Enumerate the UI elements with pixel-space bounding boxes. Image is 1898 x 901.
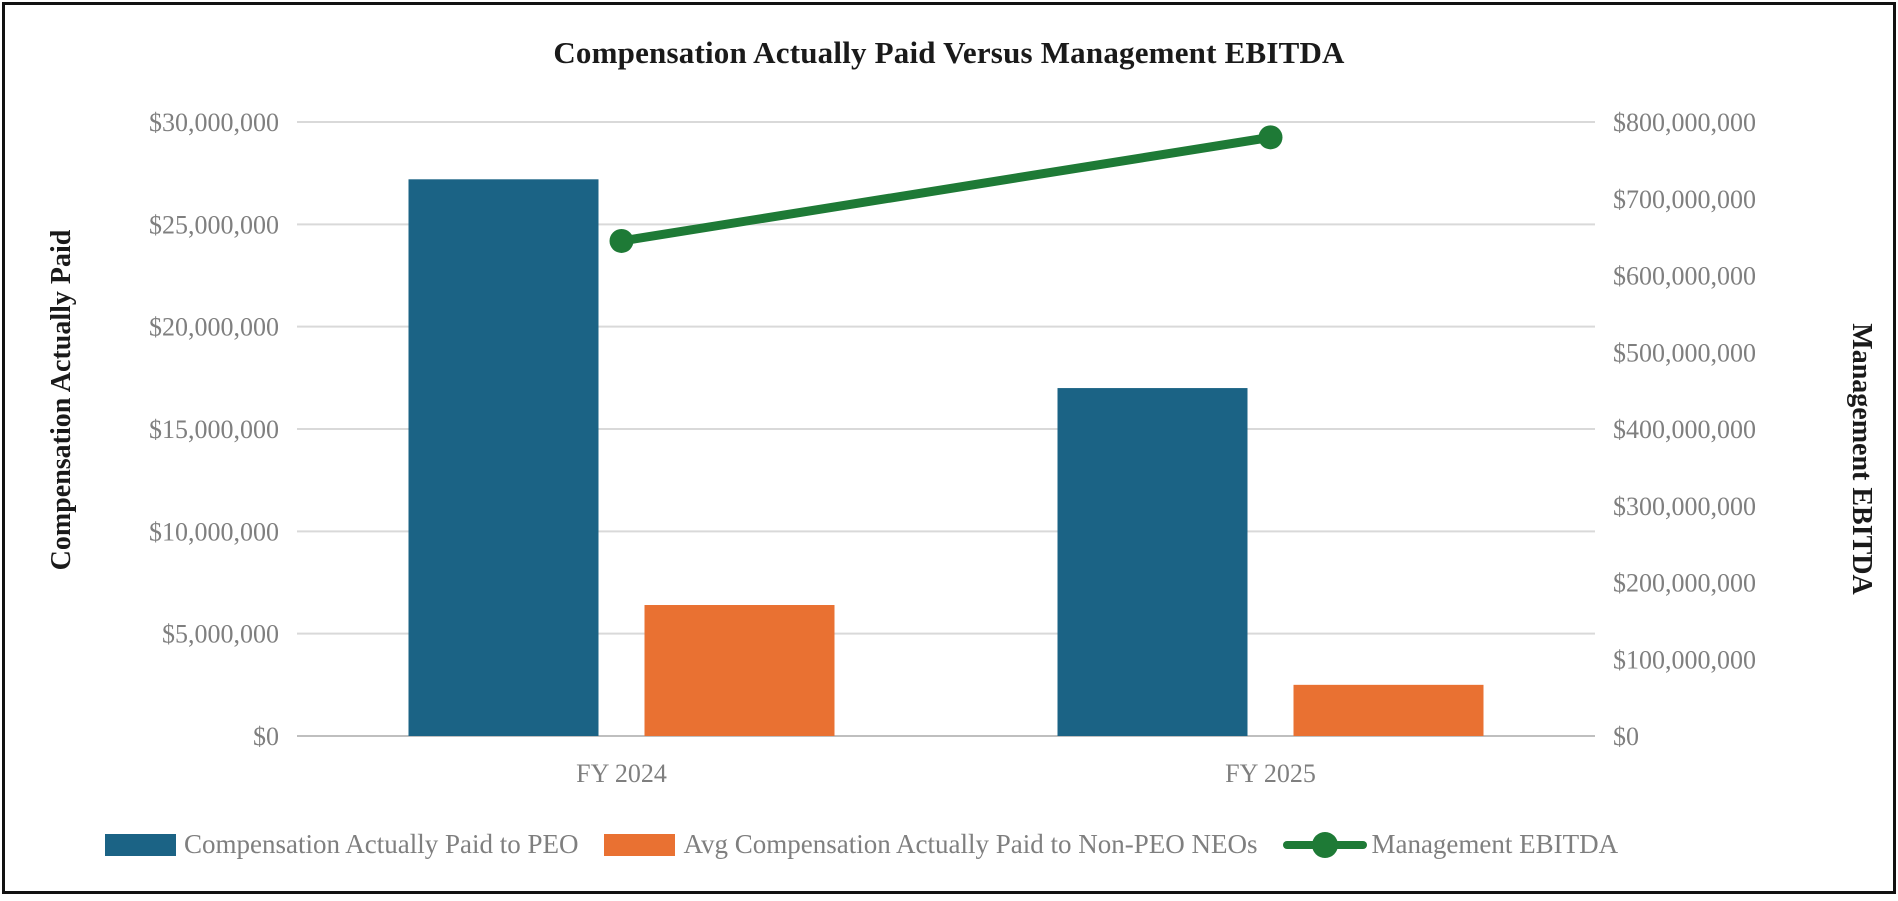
bar-non-peo-neos-fy-2024 (644, 605, 835, 736)
left-axis-tick-label: $30,000,000 (149, 108, 279, 137)
bar-non-peo-neos-fy-2025 (1293, 684, 1484, 736)
bar-peo-fy-2025 (1057, 388, 1248, 736)
left-axis-tick-label: $0 (253, 722, 279, 751)
right-axis-tick-label: $300,000,000 (1613, 492, 1756, 521)
left-axis-tick-label: $25,000,000 (149, 210, 279, 239)
right-axis-tick-label: $400,000,000 (1613, 415, 1756, 444)
legend-label-non-peo: Avg Compensation Actually Paid to Non-PE… (683, 829, 1258, 859)
legend-item-ebitda: Management EBITDA (1283, 829, 1618, 860)
right-axis-tick-label: $500,000,000 (1613, 338, 1756, 367)
ebitda-line-marker-icon (1283, 831, 1368, 859)
right-axis-tick-label: $100,000,000 (1613, 645, 1756, 674)
bar-peo-fy-2024 (408, 179, 599, 737)
ebitda-line (617, 132, 1275, 246)
left-axis-tick-label: $10,000,000 (149, 517, 279, 546)
right-axis-tick-label: $600,000,000 (1613, 262, 1756, 291)
x-axis-category-label: FY 2024 (576, 759, 667, 788)
right-axis-tick-label: $700,000,000 (1613, 185, 1756, 214)
legend-item-non-peo: Avg Compensation Actually Paid to Non-PE… (604, 829, 1257, 860)
right-axis-tick-label: $800,000,000 (1613, 108, 1756, 137)
left-axis-tick-label: $15,000,000 (149, 415, 279, 444)
right-axis-title: Management EBITDA (1846, 323, 1877, 595)
left-axis-title: Compensation Actually Paid (46, 229, 77, 571)
legend-item-peo: Compensation Actually Paid to PEO (105, 829, 578, 860)
right-axis-tick-label: $0 (1613, 722, 1639, 751)
left-axis-tick-label: $20,000,000 (149, 313, 279, 342)
chart-legend: Compensation Actually Paid to PEO Avg Co… (105, 829, 1644, 860)
non-peo-bar-swatch-icon (604, 833, 676, 856)
right-axis-tick-label: $200,000,000 (1613, 569, 1756, 598)
chart-title: Compensation Actually Paid Versus Manage… (553, 35, 1345, 70)
ebitda-marker-fy-2025 (1258, 125, 1283, 150)
left-axis-tick-label: $5,000,000 (162, 620, 279, 649)
ebitda-marker-fy-2024 (609, 228, 634, 253)
x-axis-category-label: FY 2025 (1225, 759, 1316, 788)
legend-label-peo: Compensation Actually Paid to PEO (184, 829, 579, 859)
legend-label-ebitda: Management EBITDA (1371, 829, 1619, 859)
peo-bar-swatch-icon (105, 833, 176, 856)
chart-plot-area: $0 $5,000,000 $10,000,000 $15,000,000 $20,00… (149, 108, 1756, 788)
